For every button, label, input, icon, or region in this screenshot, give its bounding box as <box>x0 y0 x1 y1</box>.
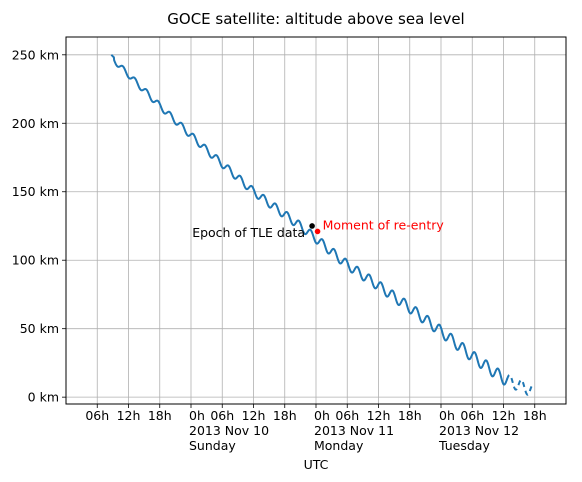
marker-point <box>314 228 321 235</box>
x-tick-label: 18h <box>398 408 422 423</box>
y-tick-label: 150 km <box>12 184 59 199</box>
altitude-line-extrapolated <box>505 374 534 396</box>
x-tick-label: 06h <box>85 408 109 423</box>
chart-title: GOCE satellite: altitude above sea level <box>167 10 464 28</box>
x-tick-day-label: Sunday <box>189 438 236 453</box>
x-axis-label: UTC <box>304 457 329 472</box>
marker-point <box>309 223 315 229</box>
y-tick-label: 50 km <box>20 321 59 336</box>
x-tick-label: 12h <box>242 408 266 423</box>
x-tick-label: 18h <box>273 408 297 423</box>
y-tick-label: 250 km <box>12 47 59 62</box>
x-tick-label: 12h <box>367 408 391 423</box>
x-tick-label: 06h <box>335 408 359 423</box>
x-tick-label: 0h <box>439 408 455 423</box>
y-axis: 0 km 50 km 100 km 150 km 200 km 250 km <box>12 47 66 405</box>
x-tick-label: 0h <box>189 408 205 423</box>
x-tick-date-label: 2013 Nov 11 <box>314 423 394 438</box>
x-tick-date-label: 2013 Nov 10 <box>189 423 269 438</box>
x-tick-label: 06h <box>210 408 234 423</box>
x-tick-label: 18h <box>523 408 547 423</box>
grid <box>66 37 566 404</box>
altitude-line <box>110 54 509 386</box>
x-tick-date-label: 2013 Nov 12 <box>439 423 519 438</box>
marker-label: Moment of re-entry <box>323 217 445 232</box>
y-tick-label: 200 km <box>12 116 59 131</box>
x-tick-label: 18h <box>148 408 172 423</box>
x-tick-day-label: Tuesday <box>438 438 490 453</box>
x-tick-label: 12h <box>117 408 141 423</box>
y-tick-label: 0 km <box>28 390 59 405</box>
x-tick-day-label: Monday <box>314 438 364 453</box>
marker-layer: Epoch of TLE data Moment of re-entry <box>192 217 444 240</box>
x-tick-label: 0h <box>314 408 330 423</box>
y-tick-label: 100 km <box>12 253 59 268</box>
series-layer <box>110 54 534 396</box>
marker-label: Epoch of TLE data <box>192 225 305 240</box>
x-tick-label: 06h <box>460 408 484 423</box>
x-tick-label: 12h <box>492 408 516 423</box>
